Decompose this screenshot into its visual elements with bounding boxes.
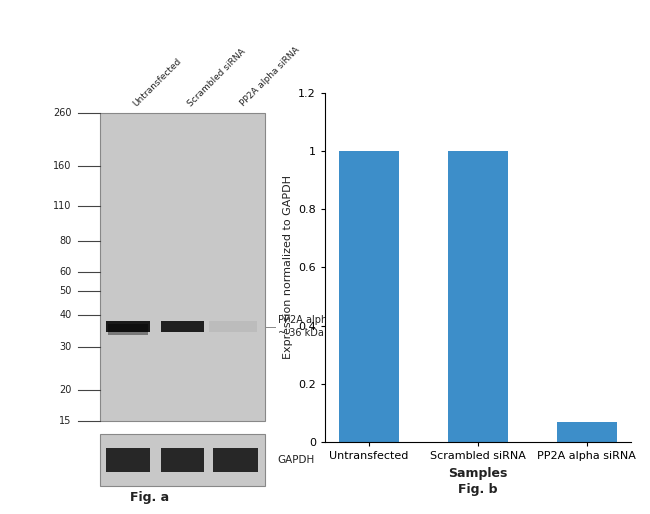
Text: Untransfected: Untransfected bbox=[131, 56, 183, 108]
Text: 60: 60 bbox=[60, 267, 72, 277]
Text: GAPDH: GAPDH bbox=[278, 455, 315, 465]
Text: Scrambled siRNA: Scrambled siRNA bbox=[186, 47, 247, 108]
Text: Fig. b: Fig. b bbox=[458, 483, 497, 496]
Bar bbox=[161, 448, 204, 472]
Bar bbox=[213, 448, 258, 472]
Text: 260: 260 bbox=[53, 108, 72, 118]
Text: PP2A alpha siRNA: PP2A alpha siRNA bbox=[239, 45, 302, 108]
Bar bbox=[556, 421, 617, 442]
Bar bbox=[100, 113, 265, 421]
Text: 30: 30 bbox=[60, 341, 72, 352]
Bar bbox=[106, 321, 150, 333]
Bar bbox=[106, 448, 150, 472]
Text: 20: 20 bbox=[59, 386, 72, 395]
Bar bbox=[339, 151, 399, 442]
Text: 110: 110 bbox=[53, 201, 72, 211]
Bar bbox=[448, 151, 508, 442]
Text: 80: 80 bbox=[60, 235, 72, 246]
Text: 160: 160 bbox=[53, 160, 72, 171]
Text: PP2A alpha
~ 36 kDa: PP2A alpha ~ 36 kDa bbox=[278, 315, 333, 338]
Bar bbox=[100, 434, 265, 486]
Bar bbox=[161, 321, 204, 333]
Text: Fig. a: Fig. a bbox=[130, 491, 169, 504]
Y-axis label: Expression normalized to GAPDH: Expression normalized to GAPDH bbox=[283, 175, 292, 359]
Bar bbox=[109, 324, 148, 335]
Text: 50: 50 bbox=[59, 286, 72, 296]
X-axis label: Samples: Samples bbox=[448, 467, 508, 480]
Text: 40: 40 bbox=[60, 310, 72, 320]
Bar bbox=[209, 321, 257, 333]
Text: 15: 15 bbox=[59, 416, 72, 427]
